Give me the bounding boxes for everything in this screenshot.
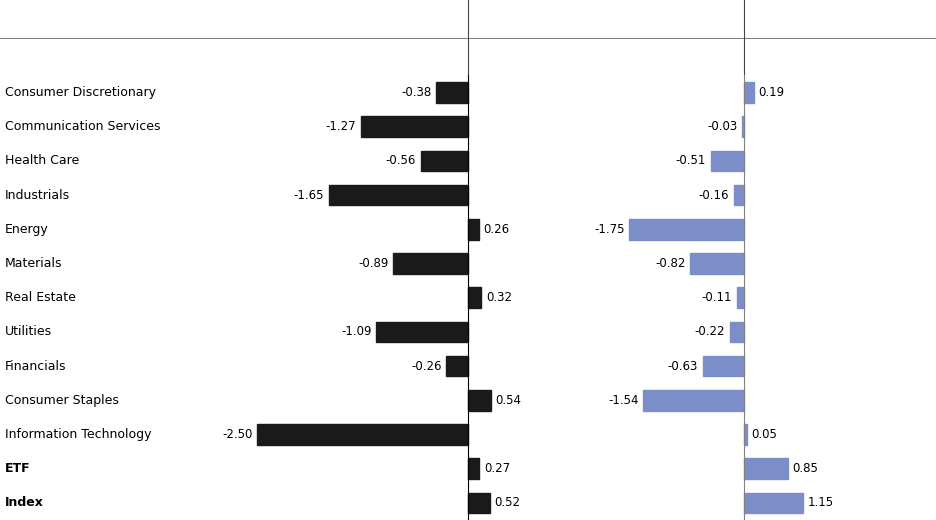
Text: Utilities: Utilities bbox=[5, 326, 51, 339]
Text: Financials: Financials bbox=[5, 360, 66, 373]
Text: 1.15: 1.15 bbox=[808, 497, 834, 510]
Bar bbox=[742, 116, 744, 137]
Text: -0.89: -0.89 bbox=[358, 257, 388, 270]
Bar bbox=[468, 459, 479, 479]
Text: -2.50: -2.50 bbox=[223, 428, 253, 441]
Text: -1.09: -1.09 bbox=[341, 326, 372, 339]
Bar bbox=[468, 288, 481, 308]
Bar bbox=[744, 82, 753, 103]
Text: -0.16: -0.16 bbox=[698, 189, 729, 202]
Text: Index: Index bbox=[5, 497, 44, 510]
Text: → Buying: → Buying bbox=[473, 53, 536, 66]
Bar bbox=[329, 185, 468, 205]
Text: -0.82: -0.82 bbox=[655, 257, 686, 270]
Bar bbox=[730, 322, 744, 342]
Text: Energy: Energy bbox=[5, 223, 49, 236]
Text: -0.22: -0.22 bbox=[695, 326, 725, 339]
Text: -1.54: -1.54 bbox=[608, 394, 638, 407]
Bar bbox=[436, 82, 468, 103]
Text: 0.32: 0.32 bbox=[486, 291, 512, 304]
Text: 0.26: 0.26 bbox=[484, 223, 510, 236]
Bar bbox=[643, 390, 744, 411]
Bar bbox=[376, 322, 468, 342]
Text: -1.75: -1.75 bbox=[594, 223, 625, 236]
Text: Shorting ←: Shorting ← bbox=[665, 53, 739, 66]
Text: ETF: ETF bbox=[5, 462, 30, 475]
Bar bbox=[421, 151, 468, 171]
Text: Consumer Discretionary: Consumer Discretionary bbox=[5, 86, 155, 99]
Bar bbox=[630, 219, 744, 240]
Text: Information Technology: Information Technology bbox=[5, 428, 152, 441]
Text: Communication Services: Communication Services bbox=[5, 120, 160, 133]
Text: -0.11: -0.11 bbox=[702, 291, 732, 304]
Text: -0.51: -0.51 bbox=[676, 154, 706, 167]
Text: 0.27: 0.27 bbox=[484, 462, 510, 475]
Text: Short: Short bbox=[688, 9, 735, 24]
Text: 0.05: 0.05 bbox=[752, 428, 777, 441]
Text: -1.65: -1.65 bbox=[294, 189, 325, 202]
Bar bbox=[257, 424, 468, 445]
Bar bbox=[744, 424, 747, 445]
Text: -0.03: -0.03 bbox=[708, 120, 738, 133]
Text: Industrials: Industrials bbox=[5, 189, 70, 202]
Bar bbox=[468, 492, 490, 513]
Text: -0.63: -0.63 bbox=[667, 360, 698, 373]
Text: Selling ←: Selling ← bbox=[401, 53, 463, 66]
Bar bbox=[468, 219, 479, 240]
Text: Health Care: Health Care bbox=[5, 154, 79, 167]
Bar bbox=[446, 356, 468, 376]
Text: 0.54: 0.54 bbox=[495, 394, 521, 407]
Text: 0.85: 0.85 bbox=[793, 462, 818, 475]
Text: -0.56: -0.56 bbox=[386, 154, 417, 167]
Text: -0.26: -0.26 bbox=[411, 360, 442, 373]
Text: Sector: Sector bbox=[5, 51, 60, 67]
Text: Consumer Staples: Consumer Staples bbox=[5, 394, 119, 407]
Text: 0.19: 0.19 bbox=[758, 86, 784, 99]
Text: -0.38: -0.38 bbox=[401, 86, 431, 99]
Bar bbox=[734, 185, 744, 205]
Bar bbox=[361, 116, 468, 137]
Text: → Covering: → Covering bbox=[749, 53, 826, 66]
Bar bbox=[744, 459, 788, 479]
Bar bbox=[691, 253, 744, 274]
Bar bbox=[737, 288, 744, 308]
Text: Materials: Materials bbox=[5, 257, 62, 270]
Bar bbox=[468, 390, 490, 411]
Text: -1.27: -1.27 bbox=[326, 120, 357, 133]
Bar bbox=[744, 492, 803, 513]
Bar bbox=[710, 151, 744, 171]
Text: Trading Flows: Trading Flows bbox=[5, 9, 124, 24]
Text: Real Estate: Real Estate bbox=[5, 291, 76, 304]
Bar bbox=[393, 253, 468, 274]
Text: 0.52: 0.52 bbox=[494, 497, 520, 510]
Text: Long: Long bbox=[351, 9, 393, 24]
Bar bbox=[703, 356, 744, 376]
